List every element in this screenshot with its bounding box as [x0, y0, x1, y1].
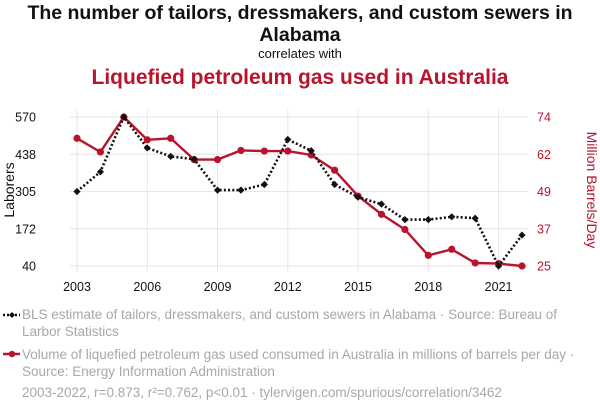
left-tick-label: 172 — [15, 222, 36, 236]
data-point-series2 — [237, 146, 245, 155]
data-point-series1 — [213, 186, 222, 194]
data-point-series1 — [143, 144, 151, 152]
data-point-series2 — [448, 245, 456, 253]
left-axis-ticks: 570 438 305 172 40 — [15, 111, 36, 274]
data-point-series1 — [284, 135, 292, 144]
data-point-series2 — [260, 147, 268, 155]
x-tick-label: 2012 — [274, 280, 302, 294]
right-tick-label: 49 — [537, 185, 551, 199]
x-axis-ticks: 2003 2006 2009 2012 2015 2018 2021 — [63, 280, 512, 294]
data-point-series1 — [401, 216, 409, 224]
data-point-series1 — [377, 200, 386, 208]
chart-title: The number of tailors, dressmakers, and … — [27, 2, 573, 46]
x-tick-label: 2006 — [133, 280, 161, 294]
correlates-with-label: correlates with — [258, 46, 342, 61]
data-point-series1 — [518, 231, 526, 239]
legend-marker-series1 — [3, 312, 20, 318]
left-tick-label: 438 — [15, 148, 36, 162]
data-point-series2 — [377, 210, 386, 218]
grid-lines — [70, 110, 528, 272]
data-point-series2 — [73, 134, 81, 142]
left-axis-label: Laborers — [1, 162, 17, 217]
right-tick-label: 25 — [537, 260, 551, 274]
data-point-series1 — [424, 216, 432, 224]
data-point-series1 — [448, 213, 456, 221]
data-point-series1 — [494, 262, 503, 270]
data-point-series2 — [331, 166, 339, 174]
x-tick-label: 2018 — [414, 280, 442, 294]
data-point-series1 — [354, 193, 362, 201]
legend-marker-series2 — [3, 350, 20, 358]
right-tick-label: 74 — [537, 111, 551, 125]
data-point-series2 — [307, 151, 315, 159]
data-point-series1 — [73, 187, 81, 196]
series-line-2 — [76, 115, 523, 268]
data-point-series2 — [424, 251, 432, 259]
left-tick-label: 40 — [22, 260, 36, 274]
data-point-series1 — [120, 113, 128, 121]
x-tick-label: 2009 — [204, 280, 232, 294]
data-point-series2 — [284, 147, 292, 155]
data-point-series2 — [518, 262, 526, 270]
data-point-series1 — [331, 180, 339, 189]
data-point-series1 — [190, 155, 198, 163]
data-point-series1 — [237, 186, 245, 194]
data-point-series2 — [96, 148, 105, 156]
data-point-series1 — [167, 152, 175, 160]
data-point-series2 — [143, 136, 151, 144]
right-axis-ticks: 74 62 49 37 25 — [537, 111, 551, 274]
x-tick-label: 2003 — [63, 280, 91, 294]
legend-series1-label: BLS estimate of tailors, dressmakers, an… — [22, 307, 557, 339]
data-point-series1 — [307, 147, 315, 155]
series-layer — [73, 113, 526, 270]
data-point-series1 — [96, 168, 105, 176]
right-axis-label: Million Barrels/Day — [584, 132, 600, 249]
right-tick-label: 62 — [537, 148, 551, 162]
right-tick-label: 37 — [537, 222, 551, 236]
x-tick-label: 2015 — [344, 280, 372, 294]
data-point-series1 — [471, 214, 479, 222]
left-tick-label: 570 — [15, 111, 36, 125]
legend-series2-label: Volume of liquefied petroleum gas used c… — [22, 347, 575, 379]
x-tick-label: 2021 — [485, 280, 513, 294]
data-point-series2 — [471, 259, 479, 267]
data-point-series2 — [401, 225, 409, 234]
footer-stats: 2003-2022, r=0.873, r²=0.762, p<0.01 · t… — [22, 385, 502, 400]
data-point-series2 — [213, 155, 222, 164]
data-point-series1 — [260, 180, 268, 189]
chart-subtitle: Liquefied petroleum gas used in Australi… — [91, 66, 509, 89]
data-point-series2 — [167, 134, 175, 142]
left-tick-label: 305 — [15, 185, 36, 199]
